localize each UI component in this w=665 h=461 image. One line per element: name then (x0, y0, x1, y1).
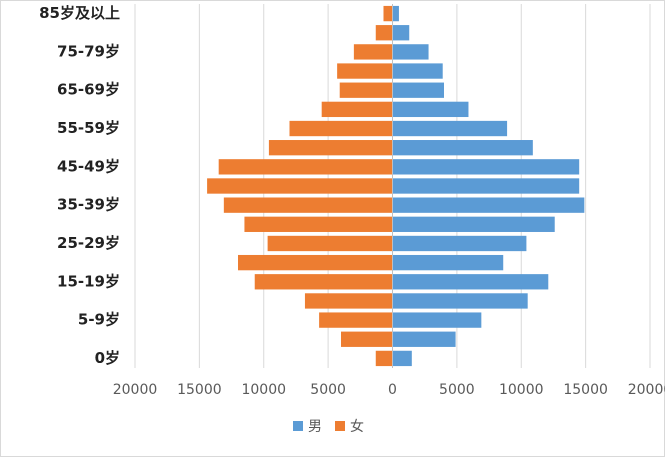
bar (223, 197, 393, 213)
bar (321, 101, 393, 118)
bar (392, 216, 555, 232)
bar (392, 274, 549, 290)
bar (392, 82, 444, 98)
x-tick-label: 20000 (628, 382, 665, 398)
y-tick-label: 25-29岁 (57, 234, 120, 252)
bar (392, 197, 585, 213)
bar (392, 293, 528, 309)
y-tick-label: 5-9岁 (78, 311, 120, 329)
bar (218, 159, 393, 175)
y-tick-label: 55-59岁 (57, 119, 120, 137)
bar (392, 350, 412, 367)
y-tick-label: 15-19岁 (57, 272, 120, 290)
bar (337, 63, 393, 79)
y-tick-label: 45-49岁 (57, 157, 120, 175)
bar (392, 159, 580, 175)
bar (238, 254, 393, 271)
bar (392, 63, 443, 79)
bar (392, 5, 399, 22)
legend-label: 女 (350, 418, 364, 435)
x-tick-label: 5000 (310, 382, 346, 398)
bar (254, 274, 393, 290)
y-tick-label: 35-39岁 (57, 196, 120, 214)
x-tick-label: 15000 (563, 382, 608, 398)
x-tick-label: 5000 (439, 382, 475, 398)
x-tick-label: 0 (388, 382, 397, 398)
bar (392, 120, 508, 137)
bar (375, 25, 393, 41)
y-tick-label: 0岁 (95, 349, 120, 367)
bar (392, 101, 469, 118)
x-tick-label: 20000 (113, 382, 158, 398)
x-tick-label: 10000 (241, 382, 286, 398)
bar (289, 120, 393, 137)
bar (392, 44, 429, 60)
bar (392, 331, 456, 347)
legend-swatch (293, 421, 303, 431)
bar (268, 140, 393, 156)
x-tick-label: 15000 (177, 382, 222, 398)
bar (341, 331, 393, 347)
bar (339, 82, 393, 98)
legend-label: 男 (308, 419, 322, 435)
bar (375, 350, 393, 367)
bar (383, 5, 393, 22)
bar (319, 312, 393, 328)
x-tick-label: 10000 (499, 382, 544, 398)
bar (392, 178, 580, 194)
bar (392, 312, 482, 328)
bar (207, 178, 393, 194)
bar (267, 235, 393, 252)
bar (392, 140, 533, 156)
bar (392, 254, 504, 271)
y-tick-label: 65-69岁 (57, 81, 120, 99)
bar (392, 25, 410, 41)
bar (392, 235, 527, 252)
legend-swatch (335, 421, 345, 431)
bar (304, 293, 393, 309)
y-tick-label: 85岁及以上 (39, 4, 120, 22)
y-tick-label: 75-79岁 (57, 42, 120, 60)
bar (244, 216, 393, 232)
bar (353, 44, 393, 60)
